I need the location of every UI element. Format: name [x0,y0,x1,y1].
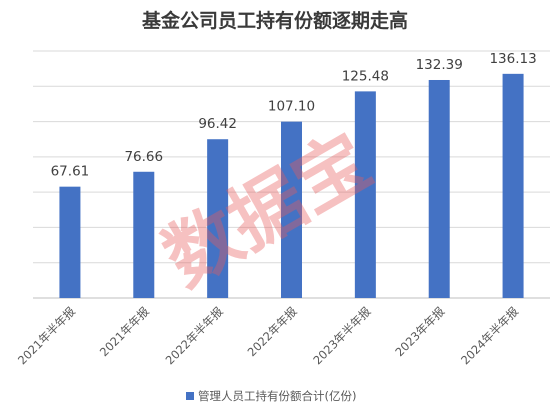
bar [207,139,229,298]
bar [133,171,155,298]
bar [428,79,450,298]
x-tick-labels: 2021年半年报 2021年年报 2022年半年报 2022年年报 2023年半年报 20… [15,304,522,367]
x-tick-label: 2021年半年报 [15,304,78,367]
x-tick-label: 2023年半年报 [310,304,373,367]
data-label: 125.48 [342,68,389,84]
x-tick-label: 2022年年报 [245,304,300,359]
bar [281,121,302,298]
x-tick-label: 2022年半年报 [163,304,226,367]
legend-label: 管理人员工持有份额合计(亿份) [198,389,356,403]
data-label: 96.42 [198,116,237,132]
x-tick-label: 2023年年报 [392,304,447,359]
data-label: 132.39 [416,57,463,73]
bar [354,91,376,298]
chart-title: 基金公司员工持有份额逐期走高 [141,9,408,32]
bar [59,186,81,298]
x-tick-label: 2024年半年报 [458,304,521,367]
data-label: 76.66 [124,149,163,165]
bar [502,73,524,298]
watermark: 数据宝 [150,118,385,303]
data-label: 107.10 [268,99,315,115]
bars [59,73,524,298]
legend: 管理人员工持有份额合计(亿份) [186,389,356,403]
data-label: 67.61 [51,164,90,180]
data-labels: 67.61 76.66 96.42 107.10 125.48 132.39 136.13 [51,51,537,180]
data-label: 136.13 [489,51,536,67]
legend-swatch [186,392,194,400]
x-tick-label: 2021年年报 [97,304,152,359]
